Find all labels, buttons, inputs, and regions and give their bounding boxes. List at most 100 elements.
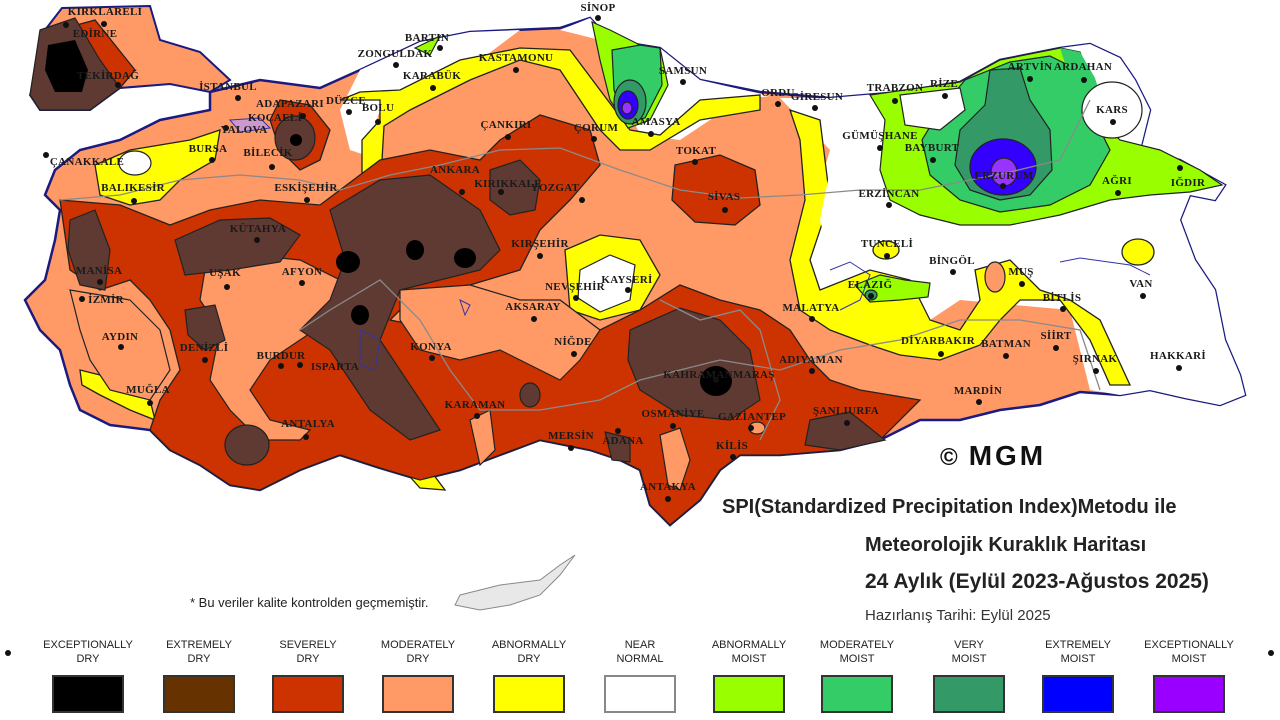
city-dot bbox=[1060, 306, 1066, 312]
legend-item: MODERATELY MOIST bbox=[797, 638, 917, 713]
city-label: ÇANKIRI bbox=[480, 119, 532, 131]
city-dot bbox=[884, 253, 890, 259]
copyright-icon: © bbox=[940, 444, 961, 471]
city-dot bbox=[591, 136, 597, 142]
city-label: BİNGÖL bbox=[929, 255, 975, 267]
city-label: ADIYAMAN bbox=[779, 354, 843, 366]
city-dot bbox=[692, 159, 698, 165]
city-dot bbox=[498, 189, 504, 195]
legend-swatch bbox=[493, 675, 565, 713]
city-dot bbox=[299, 280, 305, 286]
city-label: BARTIN bbox=[404, 32, 450, 44]
legend-label-line2: MOIST bbox=[839, 653, 875, 665]
city-dot bbox=[868, 293, 874, 299]
city-label: SİNOP bbox=[580, 2, 616, 14]
city-label: GÜMÜŞHANE bbox=[842, 130, 918, 142]
legend-label: EXTREMELY MOIST bbox=[1018, 638, 1138, 668]
city-dot bbox=[303, 434, 309, 440]
legend-label: ABNORMALLY MOIST bbox=[689, 638, 809, 668]
legend-item: MODERATELY DRY bbox=[358, 638, 478, 713]
city-dot bbox=[1093, 368, 1099, 374]
city-dot bbox=[79, 296, 85, 302]
city-label: DİYARBAKIR bbox=[900, 335, 976, 347]
title-line-3: 24 Aylık (Eylül 2023-Ağustos 2025) bbox=[865, 570, 1209, 593]
title-line-1: SPI(Standardized Precipitation Index)Met… bbox=[722, 496, 1177, 518]
city-dot bbox=[430, 85, 436, 91]
city-label: BAYBURT bbox=[904, 142, 960, 154]
title-line-2: Meteorolojik Kuraklık Haritası bbox=[865, 534, 1147, 556]
city-dot bbox=[375, 119, 381, 125]
province-boundaries bbox=[59, 99, 1101, 441]
city-label: ŞANLIURFA bbox=[812, 405, 880, 417]
legend-label-line1: ABNORMALLY bbox=[711, 639, 787, 651]
city-dot bbox=[223, 125, 229, 131]
city-dot bbox=[812, 105, 818, 111]
city-dot bbox=[976, 399, 982, 405]
legend-label-line2: DRY bbox=[296, 653, 320, 665]
city-dot bbox=[1019, 281, 1025, 287]
legend-label-line2: DRY bbox=[76, 653, 100, 665]
city-label: KİLİS bbox=[715, 440, 749, 452]
city-dot bbox=[1027, 76, 1033, 82]
city-dot bbox=[579, 197, 585, 203]
city-label: ORDU bbox=[761, 87, 795, 99]
city-dot bbox=[713, 377, 719, 383]
city-label: VAN bbox=[1129, 278, 1153, 290]
legend-label-line2: MOIST bbox=[1060, 653, 1096, 665]
legend-item: EXTREMELY DRY bbox=[139, 638, 259, 713]
exceptionally-dry-regions bbox=[45, 40, 732, 396]
city-label: KARABÜK bbox=[402, 70, 462, 82]
legend-swatch bbox=[713, 675, 785, 713]
city-label: BATMAN bbox=[981, 338, 1031, 350]
city-dot bbox=[775, 101, 781, 107]
city-dot bbox=[224, 284, 230, 290]
city-label: AĞRI bbox=[1102, 175, 1132, 187]
city-dot bbox=[670, 423, 676, 429]
legend-item: EXCEPTIONALLY MOIST bbox=[1129, 638, 1249, 713]
city-label: ERZURUM bbox=[974, 170, 1034, 182]
city-label: NİĞDE bbox=[554, 336, 592, 348]
city-label: BALIKESİR bbox=[101, 182, 165, 194]
city-label: İZMİR bbox=[88, 294, 124, 306]
city-label: BİLECİK bbox=[243, 147, 293, 159]
legend-swatch bbox=[163, 675, 235, 713]
city-dot bbox=[615, 428, 621, 434]
city-dot bbox=[1003, 353, 1009, 359]
city-label: KONYA bbox=[410, 341, 452, 353]
city-label: AKSARAY bbox=[505, 301, 561, 313]
city-dot bbox=[118, 344, 124, 350]
city-dot bbox=[474, 413, 480, 419]
city-label: TUNCELİ bbox=[860, 238, 914, 250]
city-label: DÜZCE bbox=[325, 95, 367, 107]
near-normal-pockets bbox=[118, 140, 870, 313]
city-label: TEKİRDAĞ bbox=[76, 70, 140, 82]
city-label: NEVŞEHİR bbox=[545, 281, 605, 293]
city-dot bbox=[269, 164, 275, 170]
city-dot bbox=[297, 362, 303, 368]
mgm-brand: MGM bbox=[968, 440, 1047, 471]
legend-label-line1: MODERATELY bbox=[380, 639, 456, 651]
legend-label-line2: MOIST bbox=[951, 653, 987, 665]
legend-label-line1: EXCEPTIONALLY bbox=[1144, 639, 1234, 651]
city-dot bbox=[1110, 119, 1116, 125]
city-label: ANTAKYA bbox=[640, 481, 696, 493]
city-label: AYDIN bbox=[101, 331, 139, 343]
city-label: KASTAMONU bbox=[478, 52, 554, 64]
city-dot bbox=[1115, 190, 1121, 196]
legend-label-line2: DRY bbox=[187, 653, 211, 665]
city-dot bbox=[300, 113, 306, 119]
data-quality-note: * Bu veriler kalite kontrolden geçmemişt… bbox=[190, 595, 429, 610]
preparation-date: Hazırlanış Tarihi: Eylül 2025 bbox=[865, 607, 1051, 624]
city-dot bbox=[537, 253, 543, 259]
legend-label-line1: EXTREMELY bbox=[1045, 639, 1111, 651]
city-label: KIRKLARELİ bbox=[67, 6, 143, 18]
city-label: MUŞ bbox=[1008, 266, 1034, 278]
city-dot bbox=[209, 157, 215, 163]
mgm-logo: © MGM bbox=[940, 440, 1046, 472]
city-label: SAMSUN bbox=[658, 65, 708, 77]
city-dot bbox=[877, 145, 883, 151]
legend-label: NEAR NORMAL bbox=[580, 638, 700, 668]
city-dot bbox=[748, 425, 754, 431]
legend-bullet-right bbox=[1268, 650, 1274, 656]
legend-item: EXTREMELY MOIST bbox=[1018, 638, 1138, 713]
